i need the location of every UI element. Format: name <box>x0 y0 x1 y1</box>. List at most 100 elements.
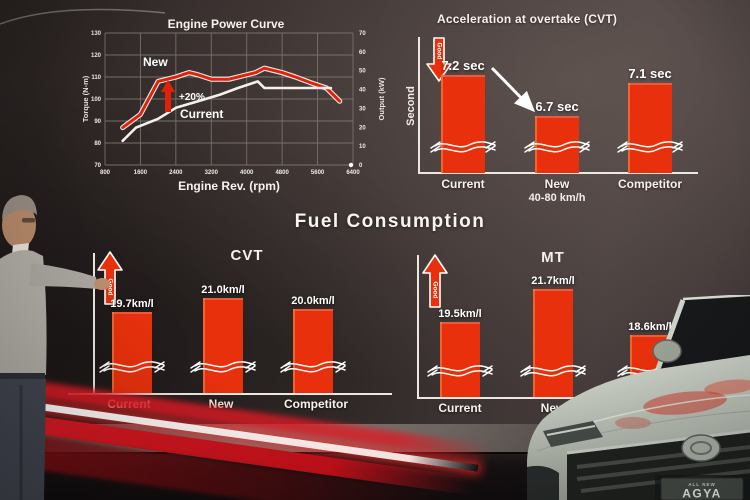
bar-value-label: 7.2 sec <box>441 58 485 73</box>
car-roof-edge <box>682 295 750 301</box>
bar-value-label: 21.0km/l <box>201 284 245 296</box>
tick-label: 10 <box>359 144 366 150</box>
red-reflection <box>704 379 750 395</box>
bar-current: 7.2 sec <box>430 58 496 173</box>
series-new-curve <box>121 66 342 130</box>
bar-value-label: 21.7km/l <box>531 275 575 287</box>
tick-label: 30 <box>359 106 366 112</box>
good-direction-up-arrow-icon: Good <box>97 251 123 305</box>
tick-label: 20 <box>359 125 366 131</box>
bar <box>112 312 152 393</box>
bar <box>533 289 573 397</box>
slide-arc-decoration <box>0 8 166 25</box>
bar <box>628 83 672 173</box>
tick-label: 60 <box>359 50 366 56</box>
tick-label: 130 <box>91 31 102 37</box>
bar <box>203 298 243 393</box>
improvement-connector-arrow-icon <box>490 66 536 113</box>
good-direction-down-arrow-icon: Good <box>426 37 452 82</box>
tick-label: 800 <box>100 170 111 176</box>
toyota-emblem-inner <box>690 441 712 455</box>
series-current-label: Current <box>180 107 223 121</box>
tick-label: 70 <box>359 31 366 37</box>
bar-value-label: 6.7 sec <box>535 99 579 114</box>
tick-label: 110 <box>91 75 101 81</box>
tick-label: 4800 <box>275 170 289 176</box>
category-label-current: Current <box>441 177 485 191</box>
plate-model-name: AGYA <box>682 487 722 500</box>
category-label-competitor: Competitor <box>284 397 348 411</box>
acceleration-y-axis <box>418 37 420 173</box>
tick-label: 5600 <box>311 170 325 176</box>
presenter-arm <box>29 263 98 289</box>
mt-y-axis <box>417 255 419 397</box>
series-current-curve <box>121 80 333 143</box>
mt-chart-title: MT <box>541 249 565 266</box>
tick-label: 120 <box>91 53 102 59</box>
bar-value-label: 7.1 sec <box>628 66 672 81</box>
headlight-streak <box>546 425 596 436</box>
bar-current: 19.7km/l <box>99 298 165 393</box>
tick-label: 0 <box>359 163 363 169</box>
gain-arrow-up-icon <box>161 80 175 112</box>
tick-label: 2400 <box>169 170 183 176</box>
acceleration-chart-title: Acceleration at overtake (CVT) <box>437 12 618 26</box>
toyota-emblem <box>681 434 721 462</box>
fuel-consumption-title: Fuel Consumption <box>294 211 486 232</box>
category-label-competitor: Competitor <box>618 177 682 191</box>
category-label-new: New <box>208 397 234 411</box>
series-new-label: New <box>143 55 168 69</box>
gain-annotation: +20% <box>179 92 205 103</box>
power-chart-tick-labels: 800 1600 2400 3200 4000 4800 5600 6400130120110… <box>91 31 366 176</box>
grille-chrome-trim <box>566 429 750 455</box>
cvt-y-axis <box>93 253 95 395</box>
toyota-agya-car: ALL NEW AGYA <box>527 295 750 500</box>
bar-competitor: 7.1 sec <box>617 66 683 173</box>
presenter-glasses <box>22 218 35 223</box>
good-arrow-label: Good <box>107 279 114 296</box>
power-yaxis-right-label: Output (kW) <box>377 77 386 120</box>
license-plate <box>660 477 744 500</box>
bar-value-label: 19.5km/l <box>438 308 482 320</box>
good-arrow-label: Good <box>432 282 439 299</box>
bar-value-label: 19.7km/l <box>110 298 154 310</box>
speed-range-note: 40-80 km/h <box>528 192 586 204</box>
bar-value-label: 20.0km/l <box>291 295 335 307</box>
bar <box>535 116 579 173</box>
bar-new: 21.0km/l <box>190 284 256 393</box>
bar-value-label: 18.6km/l <box>628 321 672 333</box>
tick-label: 100 <box>91 97 102 103</box>
bar <box>293 309 333 393</box>
tick-label: 80 <box>94 141 101 147</box>
power-yaxis-left-label: Torque (N-m) <box>81 75 90 122</box>
tick-label: 3200 <box>205 170 219 176</box>
power-chart-title: Engine Power Curve <box>168 17 285 31</box>
presenter-hand <box>94 278 110 290</box>
plate-subtitle: ALL NEW <box>688 482 715 487</box>
presenter-trousers <box>0 379 46 500</box>
tick-label: 40 <box>359 88 366 94</box>
red-reflection <box>615 417 651 429</box>
acceleration-chart-panel: Acceleration at overtake (CVT) Second Go… <box>405 10 705 210</box>
tick-label: 1600 <box>134 170 148 176</box>
bar <box>440 322 480 397</box>
acceleration-baseline <box>418 172 698 174</box>
tick-label: 4000 <box>240 170 254 176</box>
presenter-hair <box>2 195 37 219</box>
category-label-new: New <box>544 177 570 191</box>
power-xaxis-label: Engine Rev. (rpm) <box>178 179 280 193</box>
bar-current: 19.5km/l <box>427 308 493 397</box>
tick-label: 6400 <box>346 170 360 176</box>
presenter-belt <box>0 373 45 381</box>
tick-label: 70 <box>94 163 101 169</box>
bar-competitor: 20.0km/l <box>280 295 346 393</box>
good-direction-up-arrow-icon: Good <box>422 254 448 308</box>
good-arrow-label: Good <box>436 43 443 60</box>
cvt-bars: 19.7km/l 21.0km/l 20.0km/l <box>60 245 400 417</box>
tick-label: 90 <box>94 119 101 125</box>
axis-end-dot <box>348 162 354 168</box>
wheel-arch-shadow <box>527 465 559 500</box>
tick-label: 50 <box>359 69 366 75</box>
power-chart-grid <box>104 32 354 166</box>
